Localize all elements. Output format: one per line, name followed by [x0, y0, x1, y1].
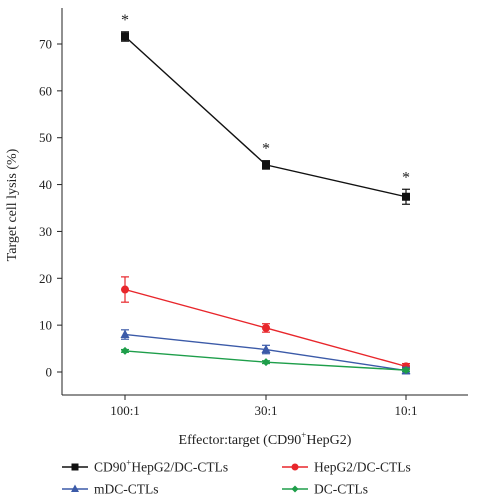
significance-star: *: [262, 141, 270, 158]
data-point-circle: [121, 285, 129, 294]
data-point-triangle: [71, 484, 79, 492]
y-tick-label: 40: [39, 177, 52, 192]
legend-label-part: mDC-CTLs: [94, 482, 159, 497]
y-tick-label: 50: [39, 130, 52, 145]
y-tick-label: 0: [46, 365, 53, 380]
series-line: [124, 35, 407, 198]
significance-star: *: [402, 169, 410, 186]
data-point-square: [402, 192, 410, 201]
x-tick-label: 30:1: [254, 403, 277, 418]
x-tick-label: 100:1: [110, 403, 140, 418]
data-point-diamond: [121, 346, 129, 355]
data-point-square: [262, 160, 270, 169]
x-tick-label: 10:1: [394, 403, 417, 418]
y-tick-label: 30: [39, 224, 52, 239]
significance-star: *: [121, 12, 129, 29]
legend-label-part: HepG2/DC-CTLs: [314, 460, 411, 475]
series-1: * * *: [121, 12, 410, 205]
data-point-circle: [262, 323, 270, 332]
x-axis-title: Effector:target (CD90+HepG2): [179, 430, 352, 448]
y-tick-label: 70: [39, 36, 52, 51]
series-4: [121, 346, 410, 375]
legend-item: HepG2/DC-CTLs: [282, 460, 411, 475]
y-tick-label: 20: [39, 271, 52, 286]
data-point-diamond: [262, 358, 270, 367]
legend-item: mDC-CTLs: [62, 482, 159, 497]
data-point-triangle: [261, 344, 271, 354]
data-point-circle: [291, 463, 299, 471]
legend-label: HepG2/DC-CTLs: [314, 460, 411, 475]
y-axis-title: Target cell lysis (%): [5, 148, 20, 261]
series-layer: * * *: [120, 12, 411, 375]
x-axis-title-part-1: Effector:target (CD90: [179, 433, 302, 448]
series-2: [121, 276, 410, 371]
legend-label: DC-CTLs: [314, 482, 368, 497]
data-point-diamond: [291, 485, 299, 493]
y-tick-label: 60: [39, 83, 52, 98]
data-point-diamond: [402, 366, 410, 375]
data-point-square: [121, 32, 129, 41]
plot-area: 0 10 20 30 40 50 60 70 100:1 30:1 10:1 * * *: [39, 8, 468, 418]
legend-label-part: CD90: [94, 460, 127, 475]
legend-label-part: +: [126, 458, 131, 468]
x-axis-title-superscript: +: [301, 430, 306, 440]
x-axis-title-part-2: HepG2): [306, 433, 351, 448]
x-axis-ticks: 100:1 30:1 10:1: [110, 395, 418, 418]
data-point-triangle: [120, 329, 130, 339]
legend-label: CD90+HepG2/DC-CTLs: [94, 458, 228, 475]
legend-label: mDC-CTLs: [94, 482, 159, 497]
legend-label-part: HepG2/DC-CTLs: [131, 460, 228, 475]
legend-item: DC-CTLs: [282, 482, 368, 497]
legend-label-part: DC-CTLs: [314, 482, 368, 497]
legend-item: CD90+HepG2/DC-CTLs: [62, 458, 228, 475]
y-tick-label: 10: [39, 318, 52, 333]
y-axis-ticks: 0 10 20 30 40 50 60 70: [39, 36, 62, 380]
data-point-square: [71, 463, 79, 471]
